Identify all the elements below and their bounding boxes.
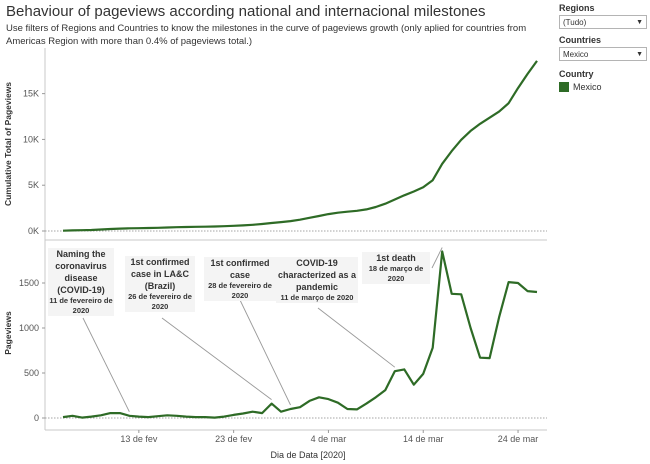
annotation-title: 1st confirmed case	[210, 258, 270, 280]
page-subtitle: Use filters of Regions and Countries to …	[6, 23, 527, 47]
regions-filter-label: Regions	[559, 3, 595, 13]
y-axis-title-cumulative: Cumulative Total of Pageviews	[3, 82, 13, 206]
legend-swatch[interactable]	[559, 82, 569, 92]
annotation-first-case-lac: 1st confirmed case in LA&C (Brazil) 26 d…	[125, 256, 195, 312]
countries-dropdown-value: Mexico	[563, 50, 589, 59]
annotation-pandemic: COVID-19 characterized as a pandemic 11 …	[276, 257, 358, 303]
annotation-leader-line	[317, 307, 396, 368]
countries-dropdown[interactable]: Mexico ▼	[559, 47, 647, 61]
annotation-leader-line	[431, 247, 443, 269]
annotation-date: 18 de março de 2020	[368, 264, 424, 283]
y-tick-label: 0K	[28, 226, 39, 236]
daily-series-line	[62, 250, 538, 419]
x-tick-label: 4 de mar	[311, 434, 347, 444]
chevron-down-icon: ▼	[636, 19, 643, 26]
annotation-date: 11 de fevereiro de 2020	[49, 296, 113, 315]
chevron-down-icon: ▼	[636, 51, 643, 58]
annotation-date: 26 de fevereiro de 2020	[128, 292, 192, 311]
y-tick-label: 10K	[23, 134, 39, 144]
page-title: Behaviour of pageviews according nationa…	[6, 3, 486, 20]
y-tick-label: 5K	[28, 180, 39, 190]
y-tick-label: 1500	[19, 278, 39, 288]
x-tick-label: 13 de fev	[120, 434, 158, 444]
countries-filter-label: Countries	[559, 35, 602, 45]
legend-title: Country	[559, 69, 594, 79]
annotation-naming-covid: Naming the coronavirus disease (COVID-19…	[48, 248, 114, 316]
annotation-date: 28 de fevereiro de 2020	[208, 281, 272, 300]
annotation-title: COVID-19 characterized as a pandemic	[277, 258, 357, 292]
annotation-leader-line	[239, 299, 291, 406]
cumulative-series-line	[62, 60, 538, 232]
annotation-title: Naming the coronavirus disease (COVID-19…	[55, 249, 107, 295]
annotation-first-death: 1st death 18 de março de 2020	[362, 252, 430, 284]
y-tick-label: 500	[24, 368, 39, 378]
y-axis-title-daily: Pageviews	[3, 311, 13, 355]
x-axis-title: Dia de Data [2020]	[270, 450, 345, 460]
annotation-leader-line	[161, 317, 272, 400]
y-tick-label: 0	[34, 413, 39, 423]
legend-item-mexico[interactable]: Mexico	[573, 82, 602, 92]
y-tick-label: 15K	[23, 89, 39, 99]
x-tick-label: 24 de mar	[498, 434, 539, 444]
y-tick-label: 1000	[19, 323, 39, 333]
annotation-date: 11 de março de 2020	[280, 293, 354, 302]
annotation-first-case: 1st confirmed case 28 de fevereiro de 20…	[204, 257, 276, 301]
annotation-title: 1st confirmed case in LA&C (Brazil)	[130, 257, 190, 291]
regions-dropdown[interactable]: (Tudo) ▼	[559, 15, 647, 29]
annotation-leader-line	[82, 317, 130, 412]
annotation-title: 1st death	[376, 253, 416, 263]
x-tick-label: 14 de mar	[403, 434, 444, 444]
regions-dropdown-value: (Tudo)	[563, 18, 587, 27]
x-tick-label: 23 de fev	[215, 434, 253, 444]
